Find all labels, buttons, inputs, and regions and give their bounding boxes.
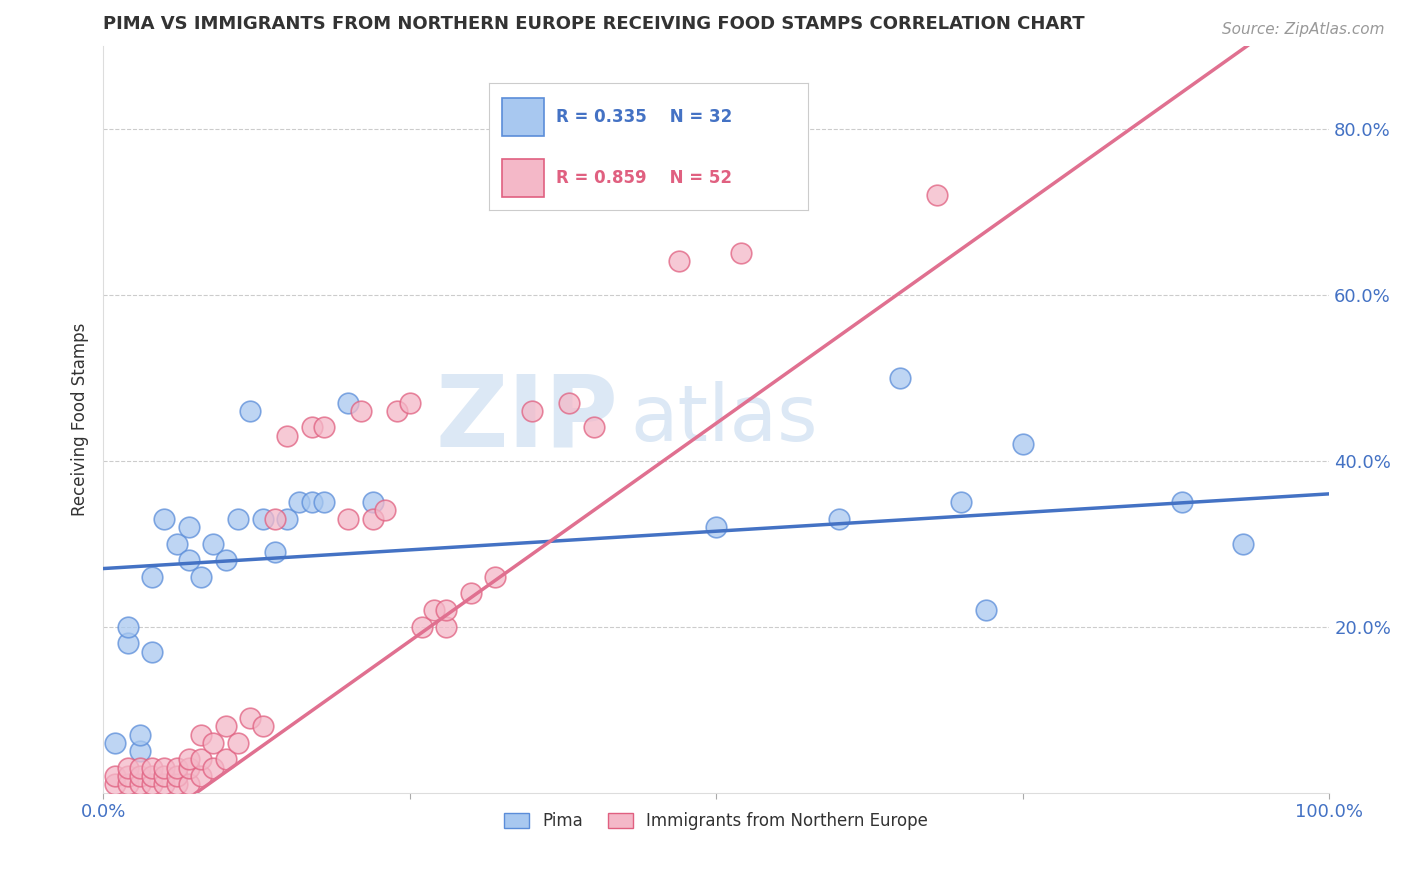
Point xyxy=(190,769,212,783)
Point xyxy=(252,512,274,526)
Point xyxy=(374,503,396,517)
Point xyxy=(129,744,152,758)
Text: atlas: atlas xyxy=(630,381,818,458)
Point xyxy=(177,520,200,534)
Point xyxy=(312,495,335,509)
Point xyxy=(226,736,249,750)
Point xyxy=(239,404,262,418)
Text: Source: ZipAtlas.com: Source: ZipAtlas.com xyxy=(1222,22,1385,37)
Point xyxy=(387,404,409,418)
Point xyxy=(141,761,163,775)
Point xyxy=(166,536,188,550)
Point xyxy=(950,495,973,509)
Point xyxy=(252,719,274,733)
Point xyxy=(730,246,752,260)
Point xyxy=(153,777,176,791)
Point xyxy=(276,429,298,443)
Point xyxy=(276,512,298,526)
Point xyxy=(974,603,997,617)
Point xyxy=(177,761,200,775)
Point xyxy=(141,570,163,584)
Point xyxy=(522,404,544,418)
Text: PIMA VS IMMIGRANTS FROM NORTHERN EUROPE RECEIVING FOOD STAMPS CORRELATION CHART: PIMA VS IMMIGRANTS FROM NORTHERN EUROPE … xyxy=(103,15,1085,33)
Legend: Pima, Immigrants from Northern Europe: Pima, Immigrants from Northern Europe xyxy=(498,805,935,837)
Point xyxy=(301,495,323,509)
Point xyxy=(166,777,188,791)
Point xyxy=(117,620,139,634)
Point xyxy=(117,769,139,783)
Point xyxy=(337,395,360,409)
Point xyxy=(436,620,458,634)
Point xyxy=(411,620,433,634)
Point xyxy=(104,769,127,783)
Point xyxy=(177,777,200,791)
Point xyxy=(288,495,311,509)
Point xyxy=(828,512,851,526)
Point xyxy=(141,777,163,791)
Point xyxy=(215,553,238,567)
Point xyxy=(460,586,482,600)
Point xyxy=(889,370,911,384)
Point xyxy=(263,545,285,559)
Point xyxy=(263,512,285,526)
Point xyxy=(202,736,225,750)
Point xyxy=(129,761,152,775)
Point xyxy=(104,736,127,750)
Point xyxy=(177,553,200,567)
Point xyxy=(349,404,371,418)
Point xyxy=(129,769,152,783)
Point xyxy=(153,761,176,775)
Point xyxy=(166,761,188,775)
Point xyxy=(129,727,152,741)
Point xyxy=(153,769,176,783)
Y-axis label: Receiving Food Stamps: Receiving Food Stamps xyxy=(72,323,89,516)
Point xyxy=(239,711,262,725)
Point xyxy=(558,395,581,409)
Point xyxy=(177,752,200,766)
Point xyxy=(190,570,212,584)
Point xyxy=(202,536,225,550)
Point xyxy=(1011,437,1033,451)
Point xyxy=(361,495,384,509)
Point xyxy=(312,420,335,434)
Point xyxy=(226,512,249,526)
Point xyxy=(190,727,212,741)
Point xyxy=(190,752,212,766)
Point xyxy=(361,512,384,526)
Point xyxy=(925,188,948,202)
Point xyxy=(141,769,163,783)
Point xyxy=(704,520,727,534)
Point xyxy=(668,254,690,268)
Point xyxy=(117,777,139,791)
Point xyxy=(301,420,323,434)
Point xyxy=(1171,495,1194,509)
Point xyxy=(117,636,139,650)
Text: ZIP: ZIP xyxy=(436,371,619,467)
Point xyxy=(1232,536,1254,550)
Point xyxy=(202,761,225,775)
Point xyxy=(153,512,176,526)
Point xyxy=(582,420,605,434)
Point xyxy=(484,570,506,584)
Point xyxy=(141,644,163,658)
Point xyxy=(129,777,152,791)
Point xyxy=(215,719,238,733)
Point xyxy=(436,603,458,617)
Point xyxy=(398,395,420,409)
Point xyxy=(423,603,446,617)
Point xyxy=(166,769,188,783)
Point xyxy=(117,761,139,775)
Point xyxy=(104,777,127,791)
Point xyxy=(215,752,238,766)
Point xyxy=(337,512,360,526)
